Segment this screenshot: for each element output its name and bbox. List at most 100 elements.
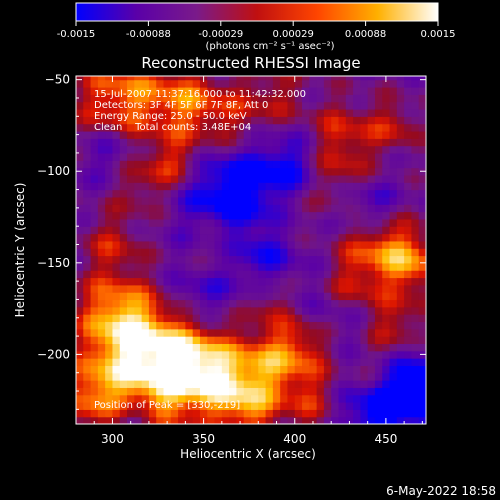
heatmap-cell xyxy=(76,79,84,88)
heatmap-cell xyxy=(389,394,398,403)
heatmap-cell xyxy=(294,189,303,198)
heatmap-cell xyxy=(199,255,208,264)
heatmap-cell xyxy=(243,123,252,132)
heatmap-cell xyxy=(345,101,354,110)
heatmap-cell xyxy=(323,314,332,323)
heatmap-cell xyxy=(331,292,340,301)
heatmap-cell xyxy=(345,306,354,315)
heatmap-cell xyxy=(280,204,289,213)
heatmap-cell xyxy=(141,409,150,418)
heatmap-cell xyxy=(396,182,405,191)
heatmap-cell xyxy=(229,79,238,88)
heatmap-cell xyxy=(258,196,267,205)
heatmap-cell xyxy=(243,343,252,352)
heatmap-cell xyxy=(280,101,289,110)
heatmap-cell xyxy=(302,76,310,81)
heatmap-cell xyxy=(134,86,143,95)
heatmap-cell xyxy=(309,130,318,139)
heatmap-cell xyxy=(97,380,106,388)
heatmap-cell xyxy=(316,145,325,154)
annotation-detectors: Detectors: 3F 4F 5F 6F 7F 8F, Att 0 xyxy=(94,100,268,111)
heatmap-cell xyxy=(323,402,332,410)
heatmap-cell xyxy=(170,145,179,154)
heatmap-cell xyxy=(207,292,216,301)
heatmap-cell xyxy=(382,314,391,323)
heatmap-cell xyxy=(294,365,303,374)
heatmap-cell xyxy=(185,416,194,424)
heatmap-cell xyxy=(83,248,92,257)
heatmap-cell xyxy=(76,108,84,117)
heatmap-cell xyxy=(185,255,194,264)
heatmap-cell xyxy=(389,328,398,337)
heatmap-cell xyxy=(411,94,420,103)
heatmap-cell xyxy=(148,292,157,301)
heatmap-cell xyxy=(411,152,420,161)
heatmap-cell xyxy=(199,204,208,213)
heatmap-cell xyxy=(76,387,84,396)
heatmap-cell xyxy=(221,380,230,388)
colorbar-units: (photons cm⁻² s⁻¹ asec⁻²) xyxy=(205,41,334,52)
heatmap-cell xyxy=(374,130,383,139)
heatmap-cell xyxy=(83,160,92,169)
heatmap-cell xyxy=(382,145,391,154)
heatmap-cell xyxy=(148,160,157,169)
heatmap-cell xyxy=(214,314,223,323)
heatmap-cell xyxy=(265,226,274,235)
heatmap-cell xyxy=(119,380,128,388)
heatmap-cell xyxy=(119,240,128,249)
heatmap-cell xyxy=(112,116,121,125)
heatmap-cell xyxy=(258,365,267,374)
heatmap-cell xyxy=(323,336,332,345)
heatmap-cell xyxy=(83,196,92,205)
heatmap-cell xyxy=(287,101,296,110)
heatmap-cell xyxy=(192,277,201,286)
heatmap-cell xyxy=(229,262,238,271)
heatmap-cell xyxy=(199,130,208,139)
heatmap-cell xyxy=(76,76,84,81)
heatmap-cell xyxy=(389,138,398,147)
heatmap-cell xyxy=(316,277,325,286)
heatmap-cell xyxy=(396,196,405,205)
heatmap-cell xyxy=(185,145,194,154)
heatmap-cell xyxy=(119,343,128,352)
heatmap-cell xyxy=(112,314,121,323)
heatmap-cell xyxy=(367,394,376,403)
heatmap-cell xyxy=(302,182,310,191)
heatmap-cell xyxy=(192,380,201,388)
heatmap-cell xyxy=(374,240,383,249)
heatmap-cell xyxy=(331,101,340,110)
heatmap-cell xyxy=(221,248,230,257)
heatmap-cell xyxy=(367,365,376,374)
heatmap-cell xyxy=(338,343,347,352)
heatmap-cell xyxy=(338,284,347,293)
heatmap-cell xyxy=(411,372,420,381)
heatmap-cell xyxy=(127,321,135,330)
heatmap-cell xyxy=(83,240,92,249)
heatmap-cell xyxy=(360,160,369,169)
heatmap-cell xyxy=(127,270,135,279)
heatmap-cell xyxy=(309,402,318,410)
heatmap-cell xyxy=(265,365,274,374)
heatmap-cell xyxy=(331,372,340,381)
heatmap-cell xyxy=(382,226,391,235)
heatmap-cell xyxy=(353,394,361,403)
colorbar-tick-label: -0.00088 xyxy=(126,29,171,40)
heatmap-cell xyxy=(404,387,413,396)
heatmap-cell xyxy=(323,240,332,249)
heatmap-cell xyxy=(302,350,310,359)
heatmap-cell xyxy=(360,167,369,176)
heatmap-cell xyxy=(338,130,347,139)
heatmap-cell xyxy=(156,314,165,323)
heatmap-cell xyxy=(404,167,413,176)
heatmap-cell xyxy=(76,160,84,169)
heatmap-cell xyxy=(338,226,347,235)
heatmap-cell xyxy=(360,358,369,366)
heatmap-cell xyxy=(185,116,194,125)
heatmap-cell xyxy=(90,262,99,271)
heatmap-cell xyxy=(243,101,252,110)
heatmap-cell xyxy=(185,226,194,235)
heatmap-cell xyxy=(287,123,296,132)
heatmap-cell xyxy=(119,152,128,161)
heatmap-cell xyxy=(353,380,361,388)
heatmap-cell xyxy=(382,174,391,183)
